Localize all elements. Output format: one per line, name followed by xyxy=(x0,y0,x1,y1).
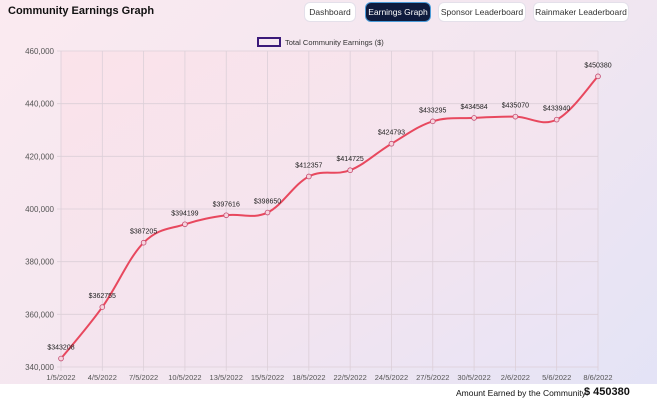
header-bar: Community Earnings Graph Dashboard Earni… xyxy=(0,0,657,24)
footer-bar: Amount Earned by the Community $ 450380 xyxy=(0,384,657,404)
data-label: $343208 xyxy=(47,345,74,352)
y-tick-label: 440,000 xyxy=(25,100,54,109)
tab-dashboard[interactable]: Dashboard xyxy=(304,2,356,22)
data-label: $412357 xyxy=(295,162,322,169)
x-tick-label: 27/5/2022 xyxy=(416,373,449,382)
x-tick-label: 18/5/2022 xyxy=(292,373,325,382)
earnings-chart: Total Community Earnings ($) 340,000 360,… xyxy=(0,26,657,384)
data-point[interactable] xyxy=(595,73,601,80)
x-tick-label: 24/5/2022 xyxy=(375,373,408,382)
data-point[interactable] xyxy=(99,304,106,310)
x-tick-label: 13/5/2022 xyxy=(210,373,243,382)
x-tick-label: 1/5/2022 xyxy=(46,373,75,382)
data-label: $450380 xyxy=(584,62,611,69)
data-point[interactable] xyxy=(347,167,353,174)
legend-label: Total Community Earnings ($) xyxy=(285,38,384,47)
x-tick-label: 4/5/2022 xyxy=(88,373,117,382)
data-point[interactable] xyxy=(306,173,312,180)
x-tick-label: 5/6/2022 xyxy=(542,373,571,382)
data-point[interactable] xyxy=(512,113,519,120)
data-label: $397616 xyxy=(213,201,240,208)
x-tick-label: 7/5/2022 xyxy=(129,373,158,382)
data-label: $433940 xyxy=(543,106,570,113)
legend-swatch xyxy=(257,37,281,47)
x-tick-label: 8/6/2022 xyxy=(583,373,612,382)
data-label: $414725 xyxy=(337,156,364,163)
x-tick-label: 15/5/2022 xyxy=(251,373,284,382)
tab-earnings-graph[interactable]: Earnings Graph xyxy=(365,2,431,22)
page-title: Community Earnings Graph xyxy=(8,5,155,17)
tab-sponsor-leaderboard[interactable]: Sponsor Leaderboard xyxy=(438,2,526,22)
data-point[interactable] xyxy=(140,239,147,246)
x-tick-label: 30/5/2022 xyxy=(457,373,490,382)
data-label: $398650 xyxy=(254,199,281,206)
x-tick-label: 2/6/2022 xyxy=(501,373,530,382)
data-label: $387205 xyxy=(130,229,157,236)
data-label: $435070 xyxy=(502,103,529,110)
y-tick-label: 420,000 xyxy=(25,152,54,161)
data-point[interactable] xyxy=(553,116,560,123)
data-label: $362755 xyxy=(89,293,116,300)
data-point[interactable] xyxy=(388,140,395,147)
data-label: $394199 xyxy=(171,210,198,217)
x-tick-label: 10/5/2022 xyxy=(168,373,201,382)
data-point[interactable] xyxy=(429,118,436,125)
y-tick-label: 400,000 xyxy=(25,205,54,214)
y-tick-label: 340,000 xyxy=(25,363,54,372)
earnings-chart-svg: Total Community Earnings ($) 340,000 360,… xyxy=(25,37,613,382)
data-point[interactable] xyxy=(471,115,477,121)
data-label: $433295 xyxy=(419,107,446,114)
x-tick-label: 22/5/2022 xyxy=(333,373,366,382)
community-amount-label: Amount Earned by the Community xyxy=(456,388,586,398)
tab-rainmaker-leaderboard[interactable]: Rainmaker Leaderboard xyxy=(533,2,629,22)
data-point[interactable] xyxy=(223,212,230,219)
data-point[interactable] xyxy=(264,209,271,216)
data-point[interactable] xyxy=(58,355,64,362)
data-label: $424793 xyxy=(378,130,405,137)
data-label: $434584 xyxy=(460,104,487,111)
community-amount-value: $ 450380 xyxy=(584,386,630,398)
y-tick-label: 460,000 xyxy=(25,47,54,56)
chart-legend[interactable]: Total Community Earnings ($) xyxy=(257,37,384,47)
nav-bar: Dashboard Earnings Graph Sponsor Leaderb… xyxy=(0,2,657,22)
data-point[interactable] xyxy=(182,221,188,228)
y-tick-label: 380,000 xyxy=(25,258,54,267)
y-tick-label: 360,000 xyxy=(25,310,54,319)
